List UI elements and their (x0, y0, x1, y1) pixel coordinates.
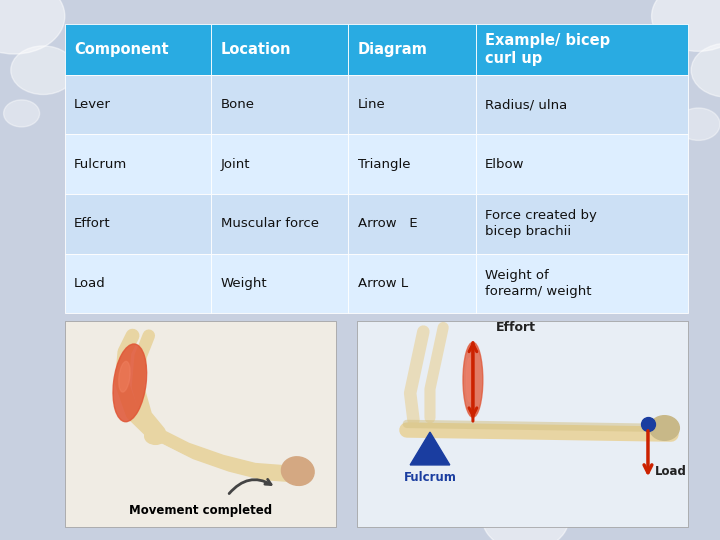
Bar (476, 254, 688, 313)
Bar (211, 194, 348, 254)
Circle shape (482, 486, 569, 540)
Bar (211, 24, 348, 75)
Bar (476, 24, 688, 75)
Circle shape (677, 108, 720, 140)
Circle shape (565, 472, 616, 510)
Circle shape (652, 0, 720, 51)
Ellipse shape (467, 357, 473, 402)
Text: Arrow L: Arrow L (358, 277, 408, 290)
Text: Location: Location (220, 42, 291, 57)
Bar (348, 75, 476, 134)
Text: Fulcrum: Fulcrum (403, 471, 456, 484)
Circle shape (11, 46, 76, 94)
Bar (476, 75, 688, 134)
Text: Example/ bicep
curl up: Example/ bicep curl up (485, 33, 611, 66)
Text: Diagram: Diagram (358, 42, 428, 57)
Text: Joint: Joint (220, 158, 250, 171)
Text: Arrow   E: Arrow E (358, 217, 417, 231)
Bar (348, 254, 476, 313)
Circle shape (145, 428, 166, 444)
Text: Weight of
forearm/ weight: Weight of forearm/ weight (485, 269, 592, 298)
Bar (348, 24, 476, 75)
Text: Line: Line (358, 98, 385, 111)
Bar (357, 321, 688, 526)
Ellipse shape (463, 342, 483, 417)
Bar (211, 254, 348, 313)
Text: Force created by
bicep brachii: Force created by bicep brachii (485, 210, 597, 238)
Polygon shape (410, 432, 450, 465)
Text: Component: Component (74, 42, 168, 57)
Text: Triangle: Triangle (358, 158, 410, 171)
Bar (476, 194, 688, 254)
Text: Movement completed: Movement completed (129, 504, 272, 517)
Text: Radius/ ulna: Radius/ ulna (485, 98, 567, 111)
Text: Effort: Effort (74, 217, 111, 231)
Ellipse shape (119, 361, 130, 392)
Text: Lever: Lever (74, 98, 111, 111)
Circle shape (4, 100, 40, 127)
Circle shape (0, 0, 65, 54)
Text: Fulcrum: Fulcrum (74, 158, 127, 171)
Bar (65, 194, 211, 254)
Bar (65, 254, 211, 313)
Bar (65, 134, 211, 194)
Text: Muscular force: Muscular force (220, 217, 318, 231)
Text: Bone: Bone (220, 98, 254, 111)
Bar (65, 321, 336, 526)
Ellipse shape (113, 344, 147, 422)
Bar (65, 75, 211, 134)
Bar (211, 75, 348, 134)
Text: Load: Load (74, 277, 106, 290)
Bar (65, 24, 211, 75)
Ellipse shape (282, 457, 314, 485)
Bar (211, 134, 348, 194)
Text: Load: Load (654, 464, 686, 477)
Text: Elbow: Elbow (485, 158, 525, 171)
Text: Effort: Effort (496, 321, 536, 334)
Ellipse shape (649, 416, 680, 440)
Text: Weight: Weight (220, 277, 267, 290)
Circle shape (691, 43, 720, 97)
Bar (476, 134, 688, 194)
Bar (348, 194, 476, 254)
Bar (348, 134, 476, 194)
